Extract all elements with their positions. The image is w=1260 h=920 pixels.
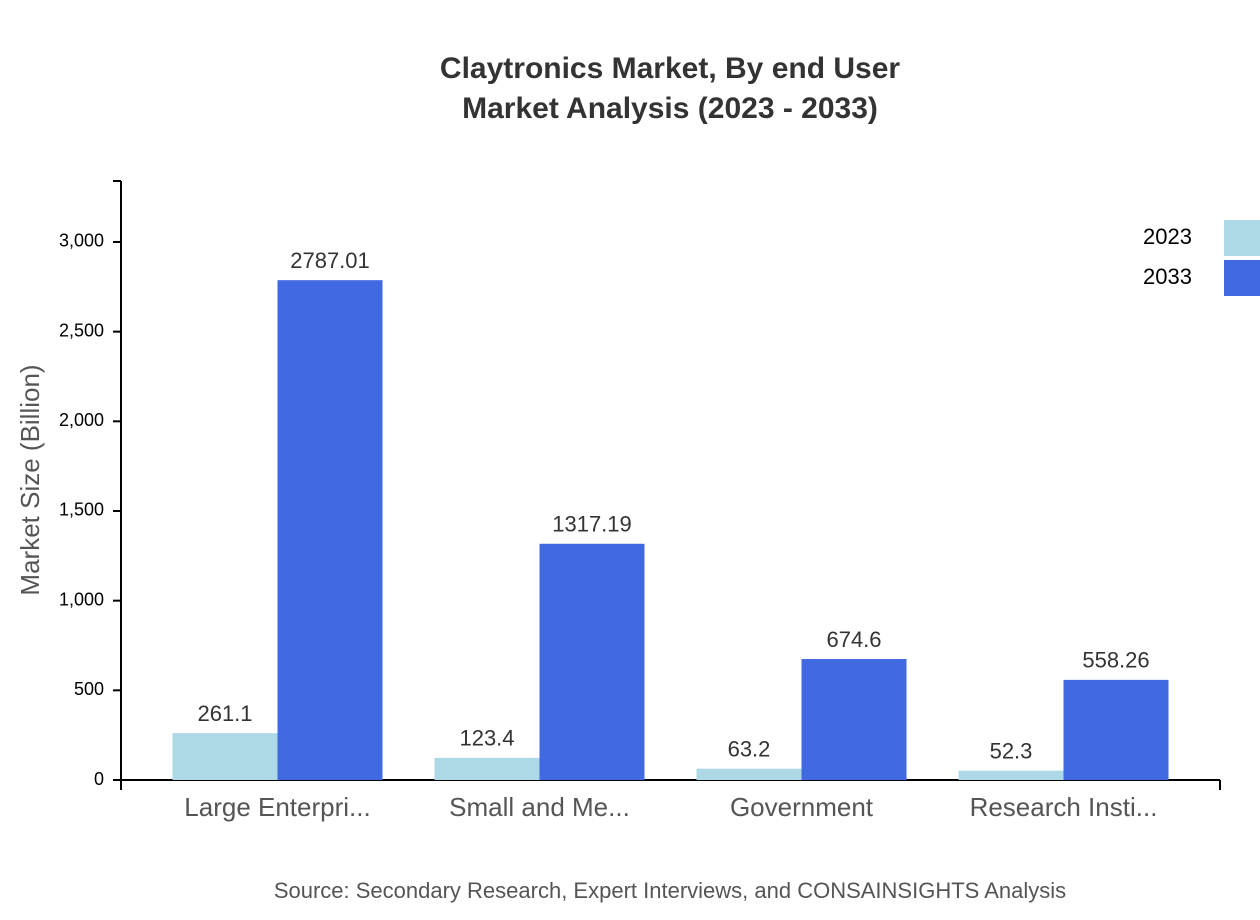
legend-swatch [1224,220,1260,256]
bar [958,770,1064,780]
bar [434,757,540,780]
value-label: 123.4 [459,726,514,751]
legend-swatch [1224,260,1260,296]
x-tick-label: Small and Me... [449,792,630,822]
bar [172,733,278,780]
value-label: 558.26 [1082,648,1149,673]
y-tick-label: 2,500 [59,320,104,340]
y-axis-label: Market Size (Billion) [15,364,45,595]
value-label: 52.3 [990,738,1033,763]
x-tick-label: Large Enterpri... [184,792,370,822]
source-note: Source: Secondary Research, Expert Inter… [274,878,1066,903]
chart-title: Claytronics Market, By end User [440,52,900,85]
value-label: 1317.19 [552,512,632,537]
y-tick-label: 1,000 [59,589,104,609]
legend-label: 2023 [1143,224,1192,249]
value-label: 261.1 [197,701,252,726]
bar [696,768,802,780]
y-tick-label: 500 [74,679,104,699]
value-label: 2787.01 [290,248,370,273]
y-tick-label: 3,000 [59,231,104,251]
y-tick-label: 1,500 [59,500,104,520]
legend-label: 2033 [1143,264,1192,289]
x-tick-label: Government [730,792,874,822]
value-label: 674.6 [826,627,881,652]
bar [801,659,907,780]
x-tick-label: Research Insti... [970,792,1158,822]
bar [539,543,645,780]
chart-subtitle: Market Analysis (2023 - 2033) [462,92,878,125]
y-tick-label: 0 [94,769,104,789]
bar [277,280,383,780]
y-tick-label: 2,000 [59,410,104,430]
value-label: 63.2 [728,736,771,761]
bar [1063,679,1169,780]
